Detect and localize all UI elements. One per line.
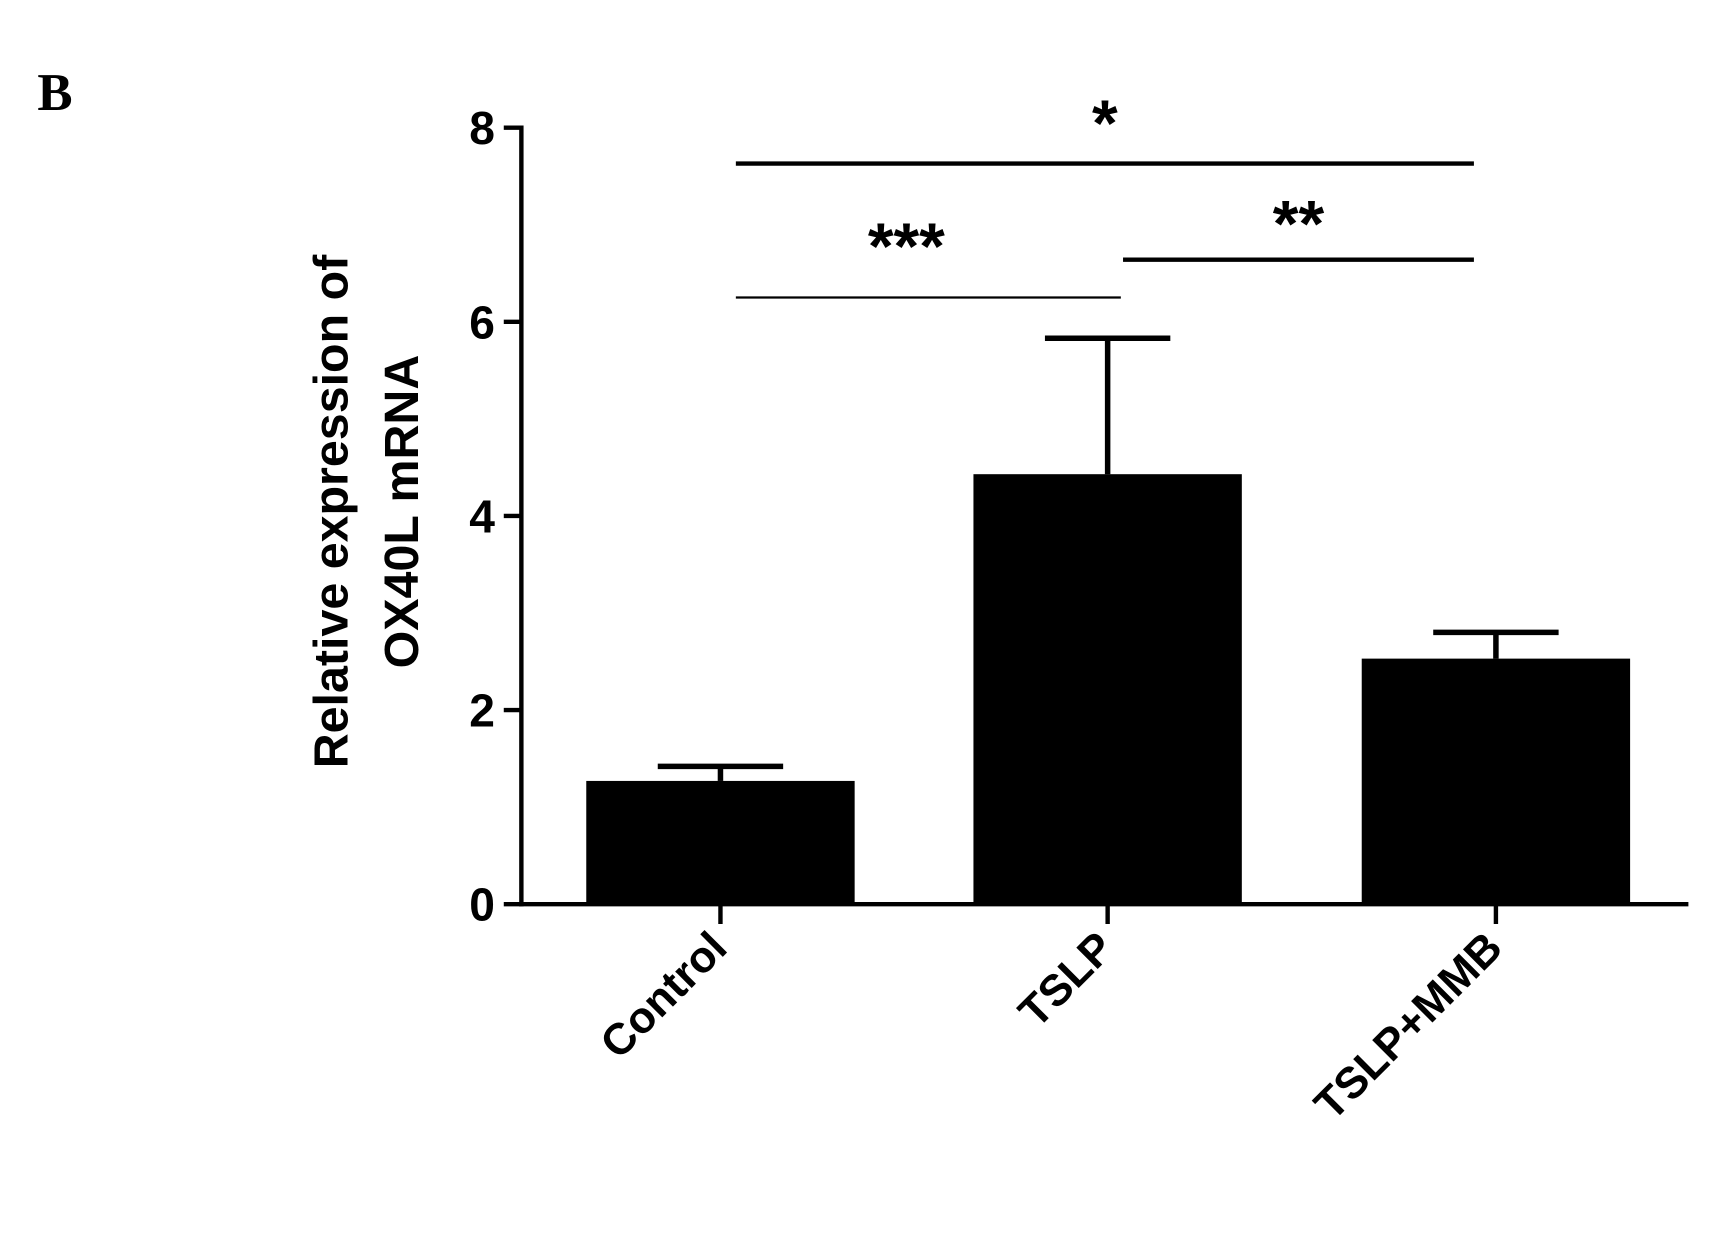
y-tick-label: 8 bbox=[469, 102, 495, 154]
x-tick-label-group: TSLP+MMB bbox=[1305, 923, 1512, 1130]
panel-label: B bbox=[37, 64, 72, 122]
x-tick-label-group: TSLP bbox=[1009, 923, 1123, 1037]
x-tick-label: Control bbox=[591, 923, 736, 1068]
bar bbox=[973, 474, 1242, 905]
y-tick-label: 0 bbox=[469, 879, 495, 931]
y-tick-label: 6 bbox=[469, 296, 495, 348]
x-tick-label: TSLP bbox=[1009, 923, 1123, 1037]
y-axis-title-line: OX40L mRNA bbox=[375, 355, 429, 669]
x-tick-label-group: Control bbox=[591, 923, 736, 1068]
y-tick-label: 4 bbox=[469, 490, 495, 542]
significance-label: * bbox=[1092, 86, 1118, 160]
significance-label: *** bbox=[868, 209, 945, 283]
bar bbox=[1361, 658, 1631, 905]
significance-label: ** bbox=[1273, 186, 1325, 260]
x-tick-label: TSLP+MMB bbox=[1305, 923, 1512, 1130]
bar bbox=[586, 780, 855, 905]
y-tick-label: 2 bbox=[469, 685, 495, 737]
y-axis-title: Relative expression of OX40L mRNA bbox=[305, 254, 429, 768]
y-axis-title-line: Relative expression of bbox=[305, 254, 359, 768]
